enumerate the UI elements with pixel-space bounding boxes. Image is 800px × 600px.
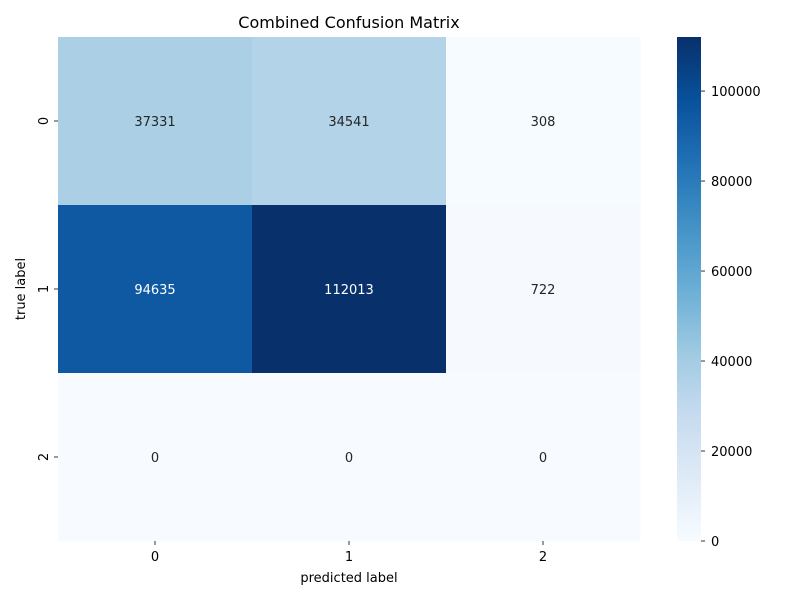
colorbar-tick-label-1: 20000 (711, 445, 752, 460)
x-tick-label-1: 1 (345, 550, 353, 565)
chart-title: Combined Confusion Matrix (238, 13, 459, 32)
cell-value-0-1: 34541 (328, 115, 369, 130)
heatmap-cell-2-0 (58, 373, 253, 542)
colorbar-ticks: 0 20000 40000 60000 80000 100000 (701, 85, 761, 550)
heatmap-cell-0-0 (58, 37, 253, 206)
colorbar (677, 37, 701, 541)
cell-value-labels: 37331 34541 308 94635 112013 722 0 0 0 (134, 115, 555, 466)
cell-value-1-2: 722 (531, 283, 556, 298)
heatmap-cell-0-1 (252, 37, 447, 206)
heatmap-cell-2-1 (252, 373, 447, 542)
heatmap-grid (58, 37, 641, 542)
y-tick-label-1: 1 (37, 285, 52, 293)
colorbar-tick-label-2: 40000 (711, 355, 752, 370)
colorbar-tick-label-0: 0 (711, 535, 719, 550)
cell-value-0-2: 308 (531, 115, 556, 130)
cell-value-1-0: 94635 (134, 283, 175, 298)
y-axis: 0 1 2 (37, 117, 58, 461)
cell-value-1-1: 112013 (324, 283, 374, 298)
x-axis: 0 1 2 (151, 541, 547, 565)
y-tick-label-0: 0 (37, 117, 52, 125)
heatmap-cell-2-2 (446, 373, 641, 542)
y-axis-label: true label (14, 258, 29, 320)
colorbar-tick-label-4: 80000 (711, 175, 752, 190)
x-axis-label: predicted label (300, 571, 397, 586)
colorbar-tick-label-5: 100000 (711, 85, 761, 100)
heatmap-cell-1-2 (446, 205, 641, 374)
heatmap-cell-0-2 (446, 37, 641, 206)
heatmap-cell-1-0 (58, 205, 253, 374)
cell-value-0-0: 37331 (134, 115, 175, 130)
cell-value-2-1: 0 (345, 451, 353, 466)
cell-value-2-0: 0 (151, 451, 159, 466)
heatmap-cell-1-1 (252, 205, 447, 374)
cell-value-2-2: 0 (539, 451, 547, 466)
x-tick-label-0: 0 (151, 550, 159, 565)
y-tick-label-2: 2 (37, 453, 52, 461)
x-tick-label-2: 2 (539, 550, 547, 565)
colorbar-tick-label-3: 60000 (711, 265, 752, 280)
